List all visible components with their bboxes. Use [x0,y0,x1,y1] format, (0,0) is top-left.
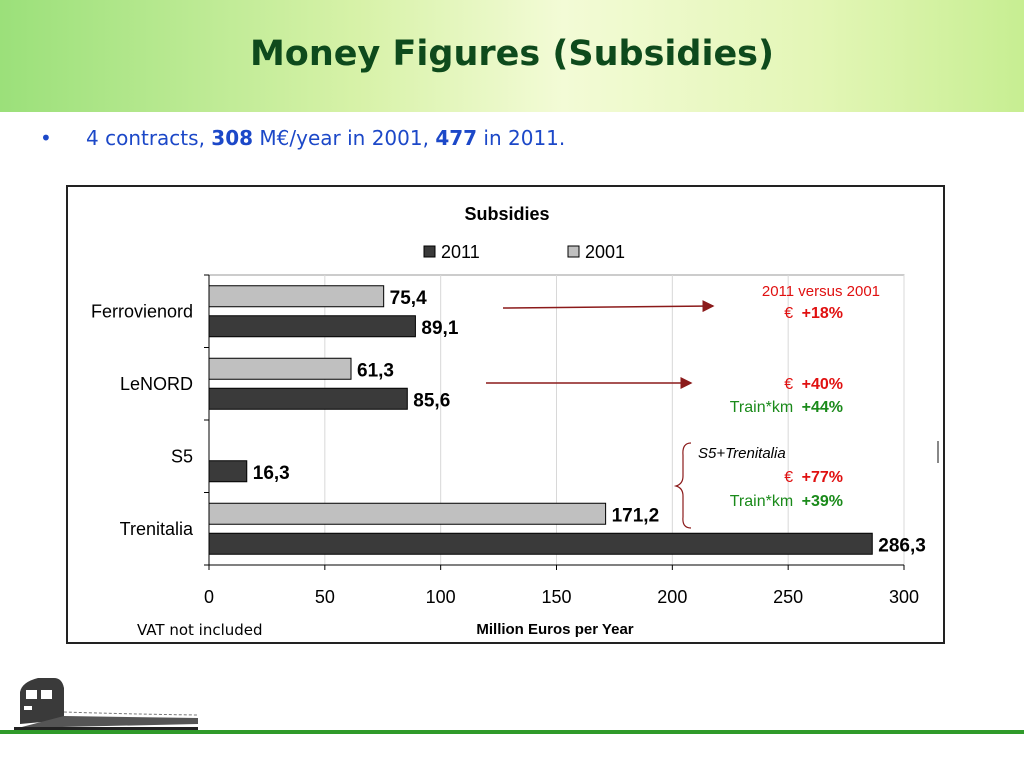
annotation-s5-trenitalia-euro: € +77% [784,469,843,486]
annotation-lenord-train-label: Train*km [730,399,793,416]
bottom-rule [0,730,1024,734]
vat-note: VAT not included [137,621,263,639]
annotation-s5-trenitalia-euro-label: € [784,469,793,486]
annotation-lenord-train: Train*km +44% [730,399,843,416]
legend-swatch-2001 [567,245,580,258]
x-axis-label: Million Euros per Year [476,621,633,638]
bar-2001 [208,285,385,308]
legend-label-2011: 2011 [441,242,480,262]
annotation-lenord-euro: € +40% [784,376,843,393]
annotation-lenord-train-value: +44% [802,399,843,416]
bar-label-2011: 89,1 [421,318,458,339]
category-label: Trenitalia [120,519,194,539]
annotation-s5-trenitalia-euro-value: +77% [802,469,843,486]
bullet-text-post: in 2011. [477,126,566,150]
arrow-ferrovienord [502,300,715,313]
bar-label-2011: 286,3 [878,535,926,556]
bar-2001 [208,502,607,525]
annotation-s5-trenitalia-train: Train*km +39% [730,493,843,510]
annotation-ferrovienord-euro-label: € [784,305,793,322]
annotation-ferrovienord: € +18% [784,305,843,322]
annotation-lenord-euro-label: € [784,376,793,393]
category-label: S5 [171,446,193,466]
x-tick-label: 200 [657,587,687,607]
annotation-s5-trenitalia-label: S5+Trenitalia [698,445,786,462]
bar-label-2001: 75,4 [390,288,427,309]
category-label: Ferrovienord [91,301,193,321]
bullet-dot: • [40,126,52,150]
annotation-s5-trenitalia-train-label: Train*km [730,493,793,510]
bar-label-2001: 171,2 [612,505,660,526]
slide-header [0,0,1024,112]
bullet-value-2011: 477 [435,126,478,150]
bar-label-2001: 61,3 [357,360,394,381]
bar-2011 [208,460,248,483]
x-tick-label: 0 [204,587,214,607]
bullet-text-mid: M€/year in 2001, [253,126,436,150]
annotation-header: 2011 versus 2001 [762,283,880,300]
brace-s5-trenitalia [673,442,692,529]
bullet-line: • 4 contracts, 308 M€/year in 2001, 477 i… [40,126,565,150]
bar-2011 [208,315,416,338]
bullet-value-2001: 308 [211,126,254,150]
legend-label-2001: 2001 [585,242,625,262]
legend-swatch-2011 [423,245,436,258]
x-tick-label: 100 [426,587,456,607]
annotation-s5-trenitalia-train-value: +39% [802,493,843,510]
x-tick-label: 50 [315,587,335,607]
x-tick-label: 150 [541,587,571,607]
x-tick-label: 250 [773,587,803,607]
chart-title: Subsidies [464,204,549,224]
bar-2001 [208,357,352,380]
bar-2011 [208,387,408,410]
x-tick-label: 300 [889,587,919,607]
bar-label-2011: 85,6 [413,390,450,411]
category-label: LeNORD [120,374,193,394]
bar-label-2011: 16,3 [253,463,290,484]
bullet-text-pre: 4 contracts, [86,126,212,150]
bar-2011 [208,532,873,555]
slide-title: Money Figures (Subsidies) [249,34,775,74]
train-logo-icon [14,678,198,730]
annotation-lenord-euro-value: +40% [802,376,843,393]
annotation-ferrovienord-euro-value: +18% [802,305,843,322]
